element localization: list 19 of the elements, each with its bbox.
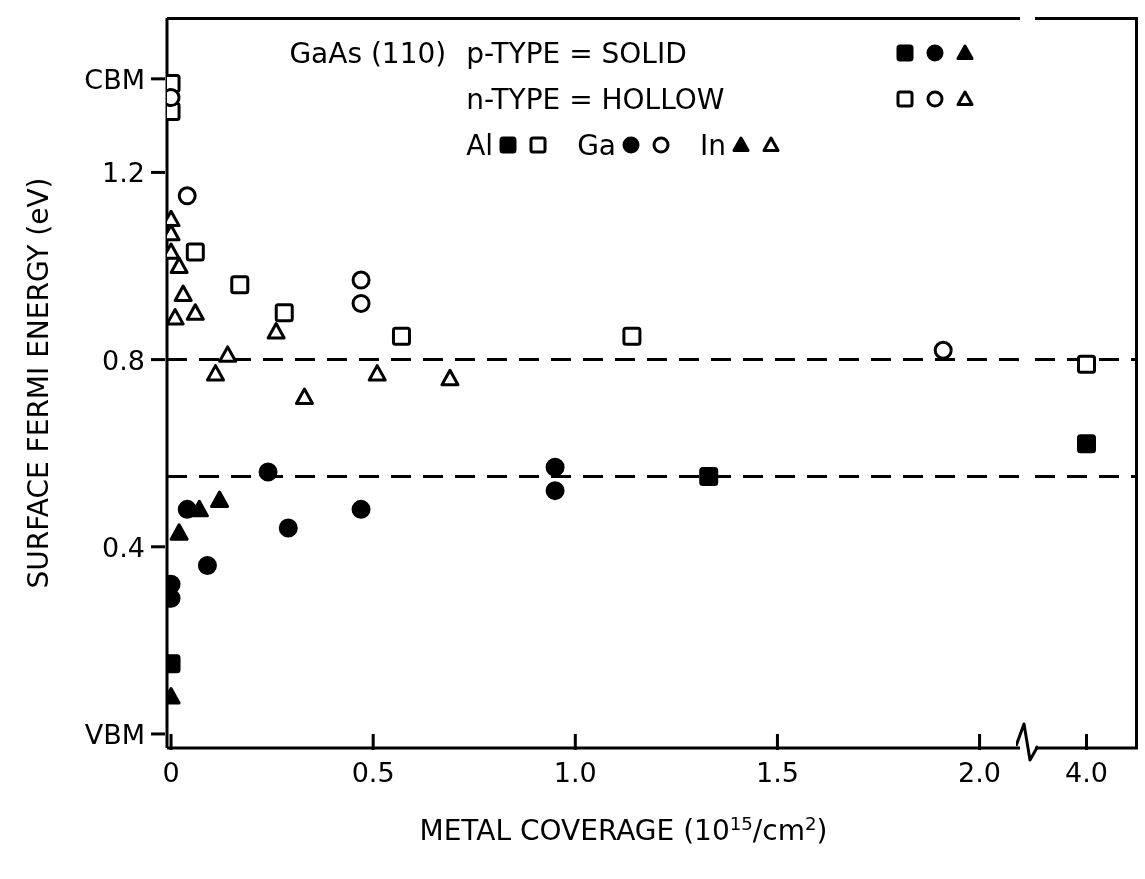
y-tick-label: CBM — [84, 63, 145, 95]
x-tick-label: 2.0 — [958, 757, 1002, 788]
legend-title: GaAs (110) — [289, 35, 447, 72]
x-tick-label: 4.0 — [1065, 757, 1108, 788]
annotation: n-TYPE = HOLLOW — [466, 81, 726, 118]
x-tick-label: 1.0 — [553, 757, 597, 788]
y-tick-label: 1.2 — [102, 157, 145, 189]
x-axis-title: METAL COVERAGE (10$^{15}$/cm$^{2}$) — [419, 812, 828, 847]
y-tick-label: 0.4 — [102, 531, 145, 563]
y-tick-label: VBM — [84, 718, 145, 750]
y-tick-label: 0.8 — [102, 344, 145, 376]
x-tick-label: 1.5 — [755, 757, 799, 788]
x-tick-label: 0.5 — [351, 757, 395, 788]
legend-label: Al — [466, 128, 494, 162]
x-tick-label: 0 — [162, 757, 180, 788]
annotation: p-TYPE = SOLID — [466, 35, 688, 72]
y-axis-title: SURFACE FERMI ENERGY (eV) — [22, 177, 55, 589]
legend-label: In — [699, 128, 726, 162]
legend-label: Ga — [577, 128, 616, 162]
